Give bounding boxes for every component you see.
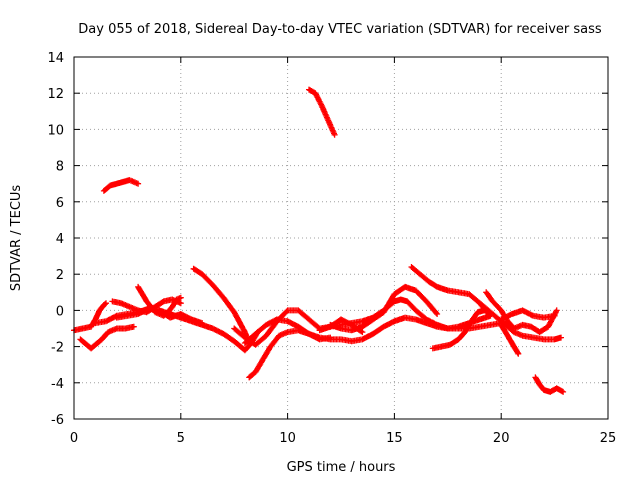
x-tick-label: 15 (386, 431, 403, 446)
y-tick-label: 4 (56, 232, 64, 247)
x-tick-label: 0 (70, 431, 78, 446)
data-marks (483, 289, 560, 336)
data-marks (241, 316, 334, 346)
data-marks (71, 300, 109, 334)
series-arc-6 (135, 283, 184, 319)
y-tick-label: 2 (56, 268, 64, 283)
data-marks (429, 307, 488, 352)
series-arc-12 (306, 86, 338, 138)
data-points (71, 86, 567, 395)
data-marks (77, 323, 137, 352)
data-marks (135, 283, 184, 319)
x-tick-label: 5 (177, 431, 185, 446)
y-tick-label: 8 (56, 160, 64, 175)
x-tick-label: 10 (279, 431, 296, 446)
grid (74, 57, 608, 419)
series-arc-2 (77, 323, 137, 352)
x-tick-label: 25 (600, 431, 617, 446)
axes: 0 5 10 15 20 25 -6 -4 -2 0 2 4 6 8 10 12 14 (47, 51, 616, 446)
data-marks (190, 265, 253, 346)
series-arc-18 (483, 289, 560, 336)
data-marks (498, 321, 522, 357)
series-arc-1 (71, 300, 109, 334)
series-arc-10 (241, 316, 334, 346)
y-tick-label: 10 (47, 123, 64, 138)
y-tick-label: 6 (56, 196, 64, 211)
data-marks (100, 177, 142, 194)
data-marks (532, 374, 567, 395)
y-tick-label: 14 (47, 51, 64, 66)
series-arc-16 (429, 307, 488, 352)
y-axis-label: SDTVAR / TECUs (9, 185, 24, 292)
series-arc-17 (476, 300, 564, 343)
chart-title: Day 055 of 2018, Sidereal Day-to-day VTE… (78, 22, 602, 37)
series-arc-21 (532, 374, 567, 395)
y-tick-label: -4 (51, 377, 64, 392)
series-arc-8 (190, 265, 253, 346)
x-axis-label: GPS time / hours (287, 460, 396, 475)
y-tick-label: -6 (51, 413, 64, 428)
data-marks (327, 283, 441, 334)
y-tick-label: -2 (51, 341, 64, 356)
y-tick-label: 0 (56, 304, 64, 319)
series-arc-14 (327, 283, 441, 334)
series-arc-20 (498, 321, 522, 357)
data-marks (498, 307, 558, 323)
x-tick-label: 20 (493, 431, 510, 446)
series-arc-19 (498, 307, 558, 323)
series-arc-7 (100, 177, 142, 194)
data-marks (476, 300, 564, 343)
data-marks (306, 86, 338, 138)
y-tick-label: 12 (47, 87, 64, 102)
